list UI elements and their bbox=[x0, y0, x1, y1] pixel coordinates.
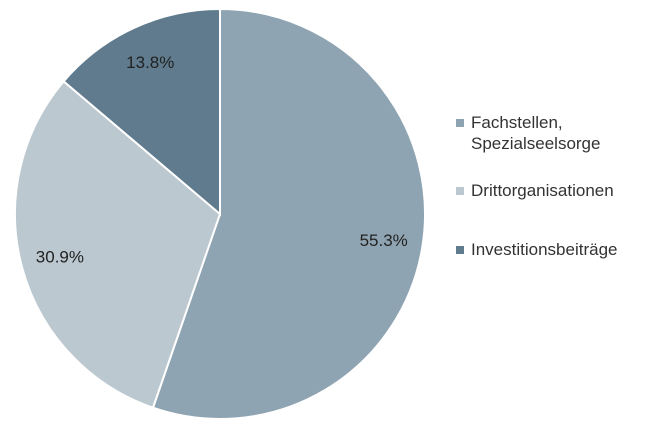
data-label: 30.9% bbox=[36, 247, 84, 266]
legend-swatch bbox=[456, 119, 464, 127]
data-label: 55.3% bbox=[360, 231, 408, 250]
legend-item: Fachstellen, Spezialseelsorge bbox=[456, 112, 621, 154]
legend-item: Drittorganisationen bbox=[456, 180, 621, 201]
legend-label: Investitionsbeiträge bbox=[471, 240, 618, 259]
legend-swatch bbox=[456, 187, 464, 195]
pie-area: 55.3% 30.9% 13.8% bbox=[14, 7, 426, 420]
legend-label: Fachstellen, Spezialseelsorge bbox=[471, 113, 601, 153]
legend-label: Drittorganisationen bbox=[471, 181, 614, 200]
legend: Fachstellen, Spezialseelsorge Drittorgani… bbox=[456, 112, 666, 298]
legend-swatch bbox=[456, 246, 464, 254]
pie-slice bbox=[62, 7, 221, 217]
legend-item: Investitionsbeiträge bbox=[456, 239, 621, 260]
data-label: 13.8% bbox=[126, 53, 174, 72]
pie-slice bbox=[14, 79, 222, 410]
